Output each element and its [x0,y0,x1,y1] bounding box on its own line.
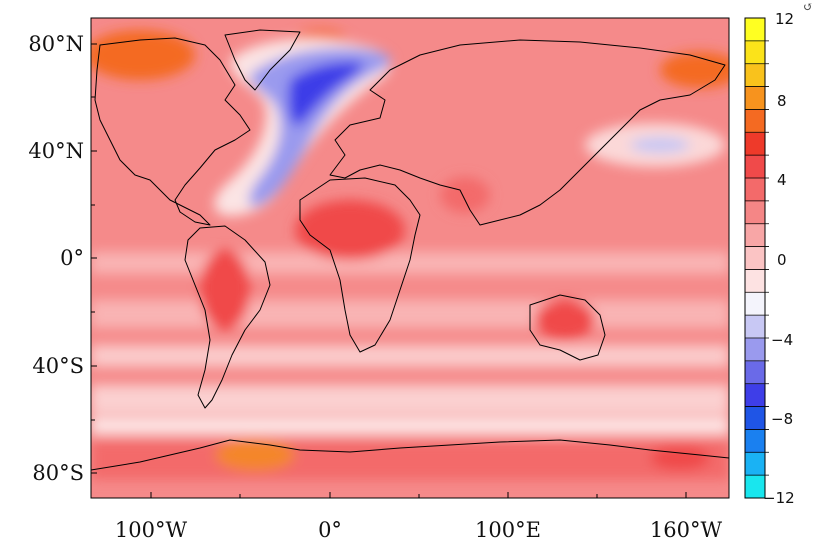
field-cool-atlantic [248,48,391,207]
colorbar-swatch [745,269,765,293]
lat-label-0: 0° [60,246,84,270]
lon-label-100w: 100°W [115,518,188,542]
coast-south-america [184,225,271,409]
colorbar-swatch [745,132,765,156]
colorbar-swatch [745,475,765,499]
coast-north-america [94,37,251,226]
colorbar-swatch [745,406,765,430]
lon-label-160w: 160°W [650,518,723,542]
field-warm-ross [650,446,710,470]
temperature-field [91,18,729,498]
colorbar-label: 4 [777,171,787,189]
coast-europe-asia [329,39,726,226]
field-band-1 [91,300,729,328]
colorbar-label: −12 [763,489,795,507]
colorbar-swatch [745,360,765,385]
colorbar-swatch [745,178,765,202]
lon-label-100e: 100°E [475,518,541,542]
field-warm-australia [535,300,595,340]
colorbar-swatch [745,223,765,248]
field-warm-samerica [200,250,250,330]
lat-label-80s: 80°S [32,461,84,485]
lon-label-0: 0° [318,518,342,542]
field-band-6 [91,440,729,480]
colorbar-swatch [745,452,765,476]
field-warm-africa [295,200,405,260]
colorbar-swatch [745,200,765,225]
field-warm-india [440,177,490,213]
field-band-4 [91,418,729,434]
colorbar-swatch [745,86,765,110]
field-band-5 [91,252,729,274]
colorbar-swatch [745,63,765,88]
colorbar-swatch [745,338,765,362]
lat-label-80n: 80°N [28,32,84,56]
colorbar-label: −8 [771,410,793,428]
tick-marks [91,43,687,498]
colorbar-swatch [745,246,765,270]
colorbar-label: −4 [771,331,793,349]
coast-greenland [224,29,301,91]
colorbar-swatch [745,315,765,339]
colorbar-swatch [745,155,765,179]
colorbar-swatch [745,429,765,453]
lat-label-40s: 40°S [32,354,84,378]
colorbar [744,17,769,499]
field-band-3 [91,385,729,415]
colorbar-swatch [745,383,765,408]
colorbar-label: 8 [777,92,787,110]
colorbar-swatch [745,18,765,42]
colorbar-swatch [745,292,765,316]
colorbar-label: 12 [775,10,794,28]
colorbar-labels: 12 8 4 0 −4 −8 −12 [763,10,795,507]
colorbar-swatch [745,109,765,133]
corner-clip-icon: ↺ [803,0,814,14]
coast-antarctica [91,439,729,471]
coast-africa [299,177,421,353]
colorbar-label: 0 [777,251,787,269]
coastlines [91,29,729,471]
field-cool-pacific [630,137,690,153]
colorbar-swatch [745,40,765,65]
field-warm-antarctic [215,439,295,471]
colorbar-frame [744,17,766,499]
lat-label-40n: 40°N [28,139,84,163]
field-warm-canada [91,30,195,80]
coast-australia [529,294,606,361]
field-cold-core [288,61,364,126]
field-band-2 [91,345,729,367]
